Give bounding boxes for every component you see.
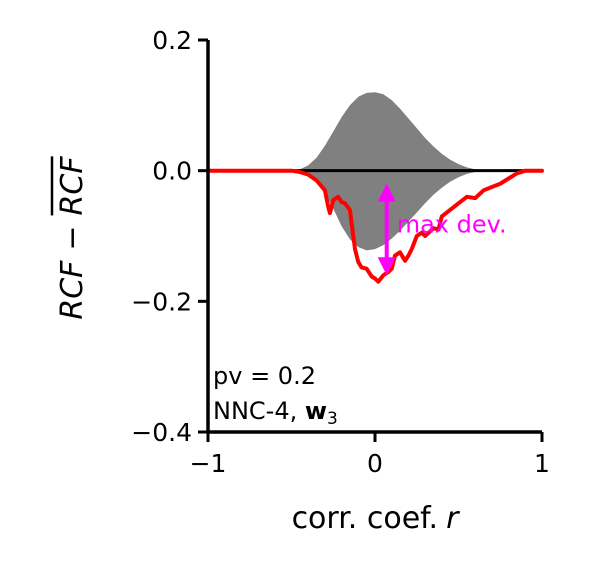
y-axis-title-rhs: RCF xyxy=(55,156,90,216)
model-annotation-weight: w xyxy=(305,397,327,425)
y-axis-title-text: RCF − RCF xyxy=(55,156,90,320)
y-axis-title: RCF − RCF xyxy=(50,156,90,320)
y-tick-label: −0.4 xyxy=(131,418,192,447)
model-annotation-prefix: NNC-4, xyxy=(213,397,305,425)
y-ticks: −0.4 −0.2 0.0 0.2 xyxy=(131,26,208,447)
max-dev-arrow xyxy=(377,183,396,276)
y-axis-title-lhs: RCF xyxy=(55,260,90,320)
x-axis-title-text: corr. coef. xyxy=(292,501,439,536)
y-tick-label: 0.0 xyxy=(152,157,192,186)
model-annotation-subscript: 3 xyxy=(327,409,338,429)
max-dev-arrow-head-bottom xyxy=(377,257,396,276)
x-axis-title: corr. coef. r xyxy=(292,501,461,536)
x-tick-label: 0 xyxy=(367,449,383,478)
max-dev-label: max dev. xyxy=(397,210,507,238)
x-ticks: −1 0 1 xyxy=(190,432,550,478)
y-axis-title-operator: − xyxy=(55,225,90,250)
y-tick-label: −0.2 xyxy=(131,287,192,316)
rcf-deviation-line xyxy=(206,168,544,284)
y-tick-label: 0.2 xyxy=(152,26,192,55)
x-tick-label: 1 xyxy=(534,449,550,478)
x-axis-title-variable: r xyxy=(446,501,460,536)
max-dev-arrow-head-top xyxy=(377,183,396,202)
pv-annotation: pv = 0.2 xyxy=(213,362,316,390)
model-annotation: NNC-4, w3 xyxy=(213,397,338,429)
x-tick-label: −1 xyxy=(190,449,227,478)
